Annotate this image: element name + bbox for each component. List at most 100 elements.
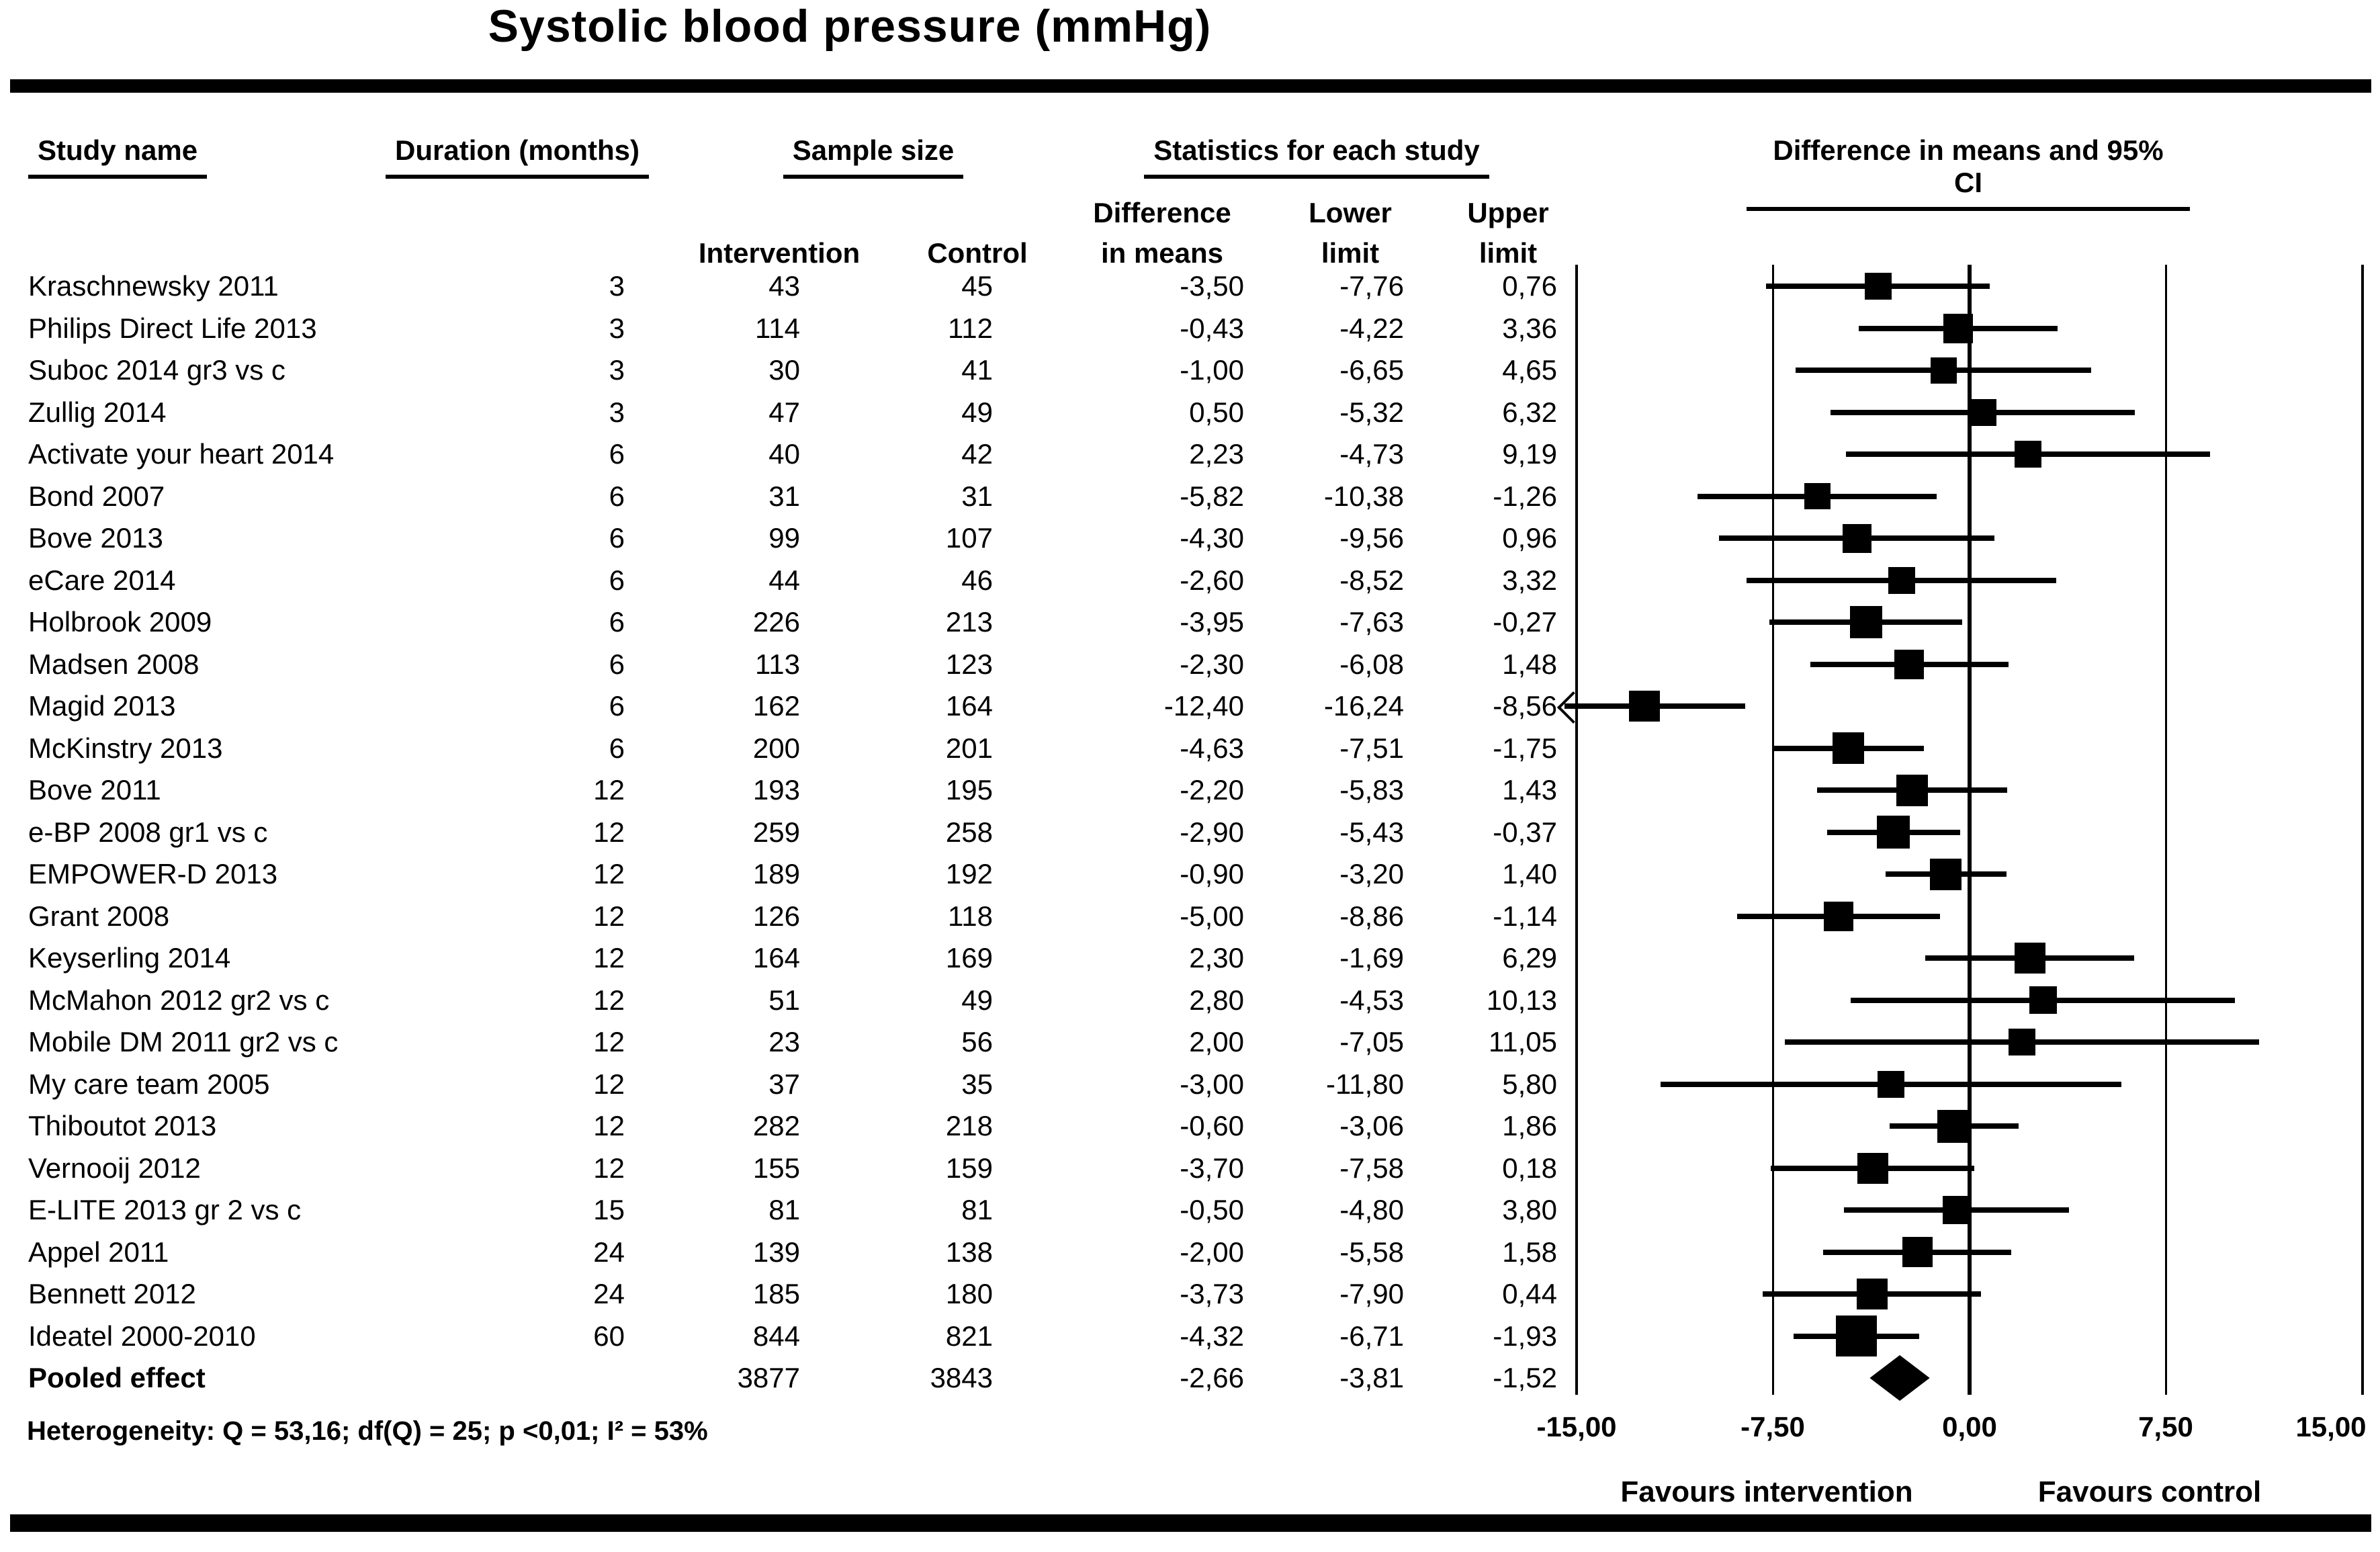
page-title: Systolic blood pressure (mmHg) (488, 1, 1212, 52)
duration-cell: 3 (609, 354, 625, 386)
axis-tick-label: -7,50 (1740, 1411, 1805, 1442)
column-header-duration: Duration (months) (349, 134, 685, 179)
column-header-sample-size: Sample size (705, 134, 1041, 179)
subheader-lower-line2: limit (1321, 237, 1380, 269)
lower-limit-cell: -5,83 (1339, 774, 1404, 806)
lower-limit-cell: -11,80 (1326, 1068, 1404, 1100)
upper-limit-cell: 9,19 (1502, 438, 1557, 470)
lower-limit-cell: -9,56 (1339, 522, 1404, 554)
diff-in-means-cell: -0,60 (1180, 1110, 1244, 1141)
diff-in-means-cell: -3,50 (1180, 270, 1244, 302)
n-control-cell: 192 (945, 858, 993, 890)
upper-limit-cell: -8,56 (1493, 690, 1557, 722)
study-name-cell: Ideatel 2000-2010 (28, 1320, 256, 1352)
lower-limit-cell: -4,73 (1339, 438, 1404, 470)
diff-in-means-cell: -2,60 (1180, 564, 1244, 596)
subheader-upper-line1: Upper (1467, 197, 1549, 228)
lower-limit-cell: -5,32 (1339, 396, 1404, 428)
study-name-cell: Holbrook 2009 (28, 606, 212, 638)
n-control-cell: 3843 (930, 1362, 993, 1393)
upper-limit-cell: -0,27 (1493, 606, 1557, 638)
effect-square (1629, 691, 1661, 722)
n-control-cell: 81 (961, 1194, 993, 1225)
n-control-cell: 195 (945, 774, 993, 806)
duration-cell: 12 (593, 1026, 625, 1058)
n-intervention-cell: 155 (752, 1152, 800, 1184)
lower-limit-cell: -4,22 (1339, 312, 1404, 344)
diff-in-means-cell: -3,00 (1180, 1068, 1244, 1100)
subheader-upper-line2: limit (1479, 237, 1538, 269)
n-control-cell: 42 (961, 438, 993, 470)
upper-limit-cell: 11,05 (1489, 1026, 1557, 1058)
duration-cell: 12 (593, 774, 625, 806)
pooled-diamond (1869, 1355, 1930, 1401)
n-intervention-cell: 30 (768, 354, 800, 386)
upper-limit-cell: 1,40 (1502, 858, 1557, 890)
upper-limit-cell: 6,29 (1502, 942, 1557, 974)
effect-square (1930, 357, 1957, 384)
subheader-difference-line1: Difference (1093, 197, 1231, 228)
diff-in-means-cell: 2,30 (1189, 942, 1244, 974)
study-name-cell: McMahon 2012 gr2 vs c (28, 984, 330, 1016)
n-control-cell: 258 (945, 816, 993, 848)
study-name-cell: Madsen 2008 (28, 648, 200, 680)
effect-square (1857, 1152, 1888, 1184)
upper-limit-cell: 3,80 (1502, 1194, 1557, 1225)
duration-cell: 3 (609, 270, 625, 302)
diff-in-means-cell: 2,00 (1189, 1026, 1244, 1058)
lower-limit-cell: -10,38 (1323, 480, 1404, 512)
upper-limit-cell: -1,14 (1493, 900, 1557, 932)
duration-cell: 6 (609, 522, 625, 554)
n-intervention-cell: 37 (768, 1068, 800, 1100)
diff-in-means-cell: -12,40 (1163, 690, 1244, 722)
n-intervention-cell: 185 (752, 1278, 800, 1309)
study-name-cell: My care team 2005 (28, 1068, 270, 1100)
lower-limit-cell: -7,51 (1339, 732, 1404, 764)
study-name-cell: Philips Direct Life 2013 (28, 312, 317, 344)
study-name-cell: Suboc 2014 gr3 vs c (28, 354, 285, 386)
column-header-study-name: Study name (28, 134, 431, 179)
axis-tick-label: 7,50 (2138, 1411, 2193, 1442)
lower-limit-cell: -7,63 (1339, 606, 1404, 638)
duration-cell: 6 (609, 480, 625, 512)
effect-square (1937, 1109, 1971, 1143)
top-rule (10, 79, 2371, 93)
n-control-cell: 112 (948, 312, 993, 344)
n-control-cell: 201 (945, 732, 993, 764)
effect-square (1864, 273, 1892, 300)
n-intervention-cell: 31 (768, 480, 800, 512)
study-name-cell: Magid 2013 (28, 690, 176, 722)
n-control-cell: 821 (945, 1320, 993, 1352)
duration-cell: 3 (609, 396, 625, 428)
n-intervention-cell: 23 (768, 1026, 800, 1058)
diff-in-means-cell: -0,90 (1180, 858, 1244, 890)
study-name-cell: Kraschnewsky 2011 (28, 270, 279, 302)
study-name-cell: Grant 2008 (28, 900, 170, 932)
duration-cell: 12 (593, 858, 625, 890)
diff-in-means-cell: -0,43 (1180, 312, 1244, 344)
effect-square (1896, 774, 1928, 806)
n-intervention-cell: 126 (752, 900, 800, 932)
study-name-cell: Bove 2011 (28, 774, 161, 806)
axis-tick-label: 15,00 (2295, 1411, 2367, 1442)
duration-cell: 6 (609, 606, 625, 638)
study-name-cell: McKinstry 2013 (28, 732, 223, 764)
n-control-cell: 49 (961, 984, 993, 1016)
upper-limit-cell: 1,58 (1502, 1236, 1557, 1268)
n-control-cell: 45 (961, 270, 993, 302)
upper-limit-cell: 1,43 (1502, 774, 1557, 806)
effect-square (1930, 858, 1962, 890)
diff-in-means-cell: 0,50 (1189, 396, 1244, 428)
upper-limit-cell: 5,80 (1502, 1068, 1557, 1100)
subheader-control: Control (927, 237, 1028, 269)
upper-limit-cell: -0,37 (1493, 816, 1557, 848)
duration-cell: 12 (593, 1068, 625, 1100)
subheader-intervention: Intervention (698, 237, 861, 269)
axis-tick-label: -15,00 (1536, 1411, 1617, 1442)
n-control-cell: 159 (945, 1152, 993, 1184)
study-name-cell: Bove 2013 (28, 522, 163, 554)
n-intervention-cell: 162 (752, 690, 800, 722)
effect-square (2029, 986, 2057, 1014)
upper-limit-cell: 1,86 (1502, 1110, 1557, 1141)
